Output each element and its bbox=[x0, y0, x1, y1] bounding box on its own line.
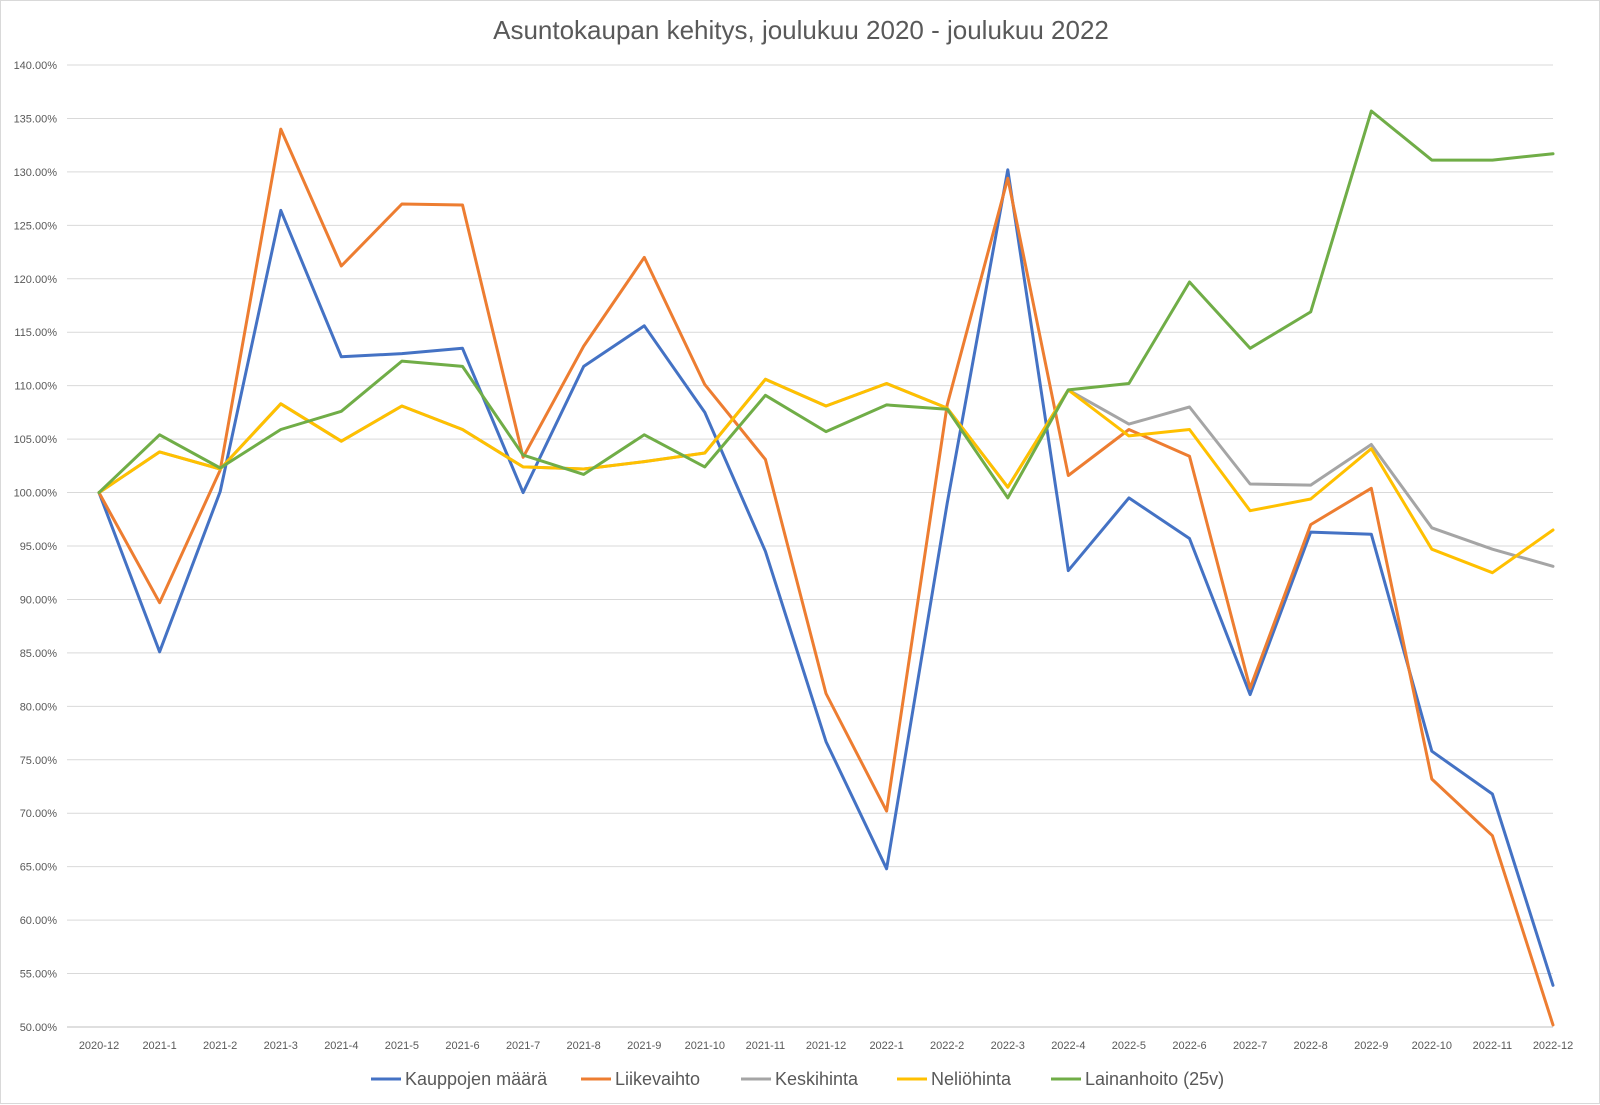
legend-item: Lainanhoito (25v) bbox=[1051, 1069, 1224, 1089]
legend-label: Liikevaihto bbox=[615, 1069, 700, 1089]
x-tick-label: 2020-12 bbox=[79, 1040, 119, 1052]
y-tick-label: 95.00% bbox=[20, 541, 58, 553]
x-tick-label: 2022-4 bbox=[1051, 1040, 1085, 1052]
x-tick-label: 2022-8 bbox=[1294, 1040, 1328, 1052]
series-lines bbox=[97, 109, 1555, 1027]
legend-item: Neliöhinta bbox=[897, 1069, 1012, 1089]
y-tick-label: 50.00% bbox=[20, 1022, 58, 1034]
legend-item: Liikevaihto bbox=[581, 1069, 700, 1089]
x-tick-label: 2021-4 bbox=[324, 1040, 358, 1052]
legend-label: Neliöhinta bbox=[931, 1069, 1012, 1089]
y-tick-label: 60.00% bbox=[20, 915, 58, 927]
y-tick-label: 55.00% bbox=[20, 969, 58, 981]
y-tick-label: 120.00% bbox=[14, 274, 58, 286]
x-tick-label: 2021-7 bbox=[506, 1040, 540, 1052]
y-tick-label: 85.00% bbox=[20, 648, 58, 660]
gridlines bbox=[67, 64, 1553, 1028]
x-tick-label: 2021-12 bbox=[806, 1040, 846, 1052]
x-tick-label: 2022-12 bbox=[1533, 1040, 1573, 1052]
y-tick-label: 135.00% bbox=[14, 113, 58, 125]
x-tick-label: 2022-2 bbox=[930, 1040, 964, 1052]
legend: Kauppojen määrä Liikevaihto Keskihinta Neli… bbox=[371, 1069, 1224, 1089]
y-tick-label: 125.00% bbox=[14, 220, 58, 232]
chart-title: Asuntokaupan kehitys, joulukuu 2020 - jo… bbox=[493, 15, 1109, 45]
y-tick-label: 100.00% bbox=[14, 488, 58, 500]
series-line-4 bbox=[97, 109, 1555, 500]
y-tick-label: 140.00% bbox=[14, 60, 58, 72]
legend-label: Kauppojen määrä bbox=[405, 1069, 548, 1089]
legend-item: Keskihinta bbox=[741, 1069, 859, 1089]
x-tick-label: 2021-3 bbox=[264, 1040, 298, 1052]
x-tick-label: 2022-3 bbox=[991, 1040, 1025, 1052]
x-tick-label: 2021-1 bbox=[142, 1040, 176, 1052]
x-tick-label: 2022-11 bbox=[1473, 1040, 1513, 1052]
x-tick-label: 2022-7 bbox=[1233, 1040, 1267, 1052]
y-tick-label: 75.00% bbox=[20, 755, 58, 767]
x-tick-label: 2022-9 bbox=[1354, 1040, 1388, 1052]
x-tick-label: 2021-10 bbox=[685, 1040, 725, 1052]
series-line-0 bbox=[97, 168, 1555, 987]
y-tick-label: 90.00% bbox=[20, 594, 58, 606]
x-tick-label: 2022-10 bbox=[1412, 1040, 1452, 1052]
series-line-1 bbox=[97, 127, 1555, 1027]
x-tick-label: 2021-8 bbox=[567, 1040, 601, 1052]
y-tick-label: 110.00% bbox=[14, 381, 57, 393]
x-tick-label: 2021-9 bbox=[627, 1040, 661, 1052]
y-tick-label: 80.00% bbox=[20, 701, 58, 713]
series-line-3 bbox=[97, 377, 1555, 575]
y-tick-label: 130.00% bbox=[14, 167, 58, 179]
legend-item: Kauppojen määrä bbox=[371, 1069, 548, 1089]
x-tick-label: 2022-1 bbox=[869, 1040, 903, 1052]
y-tick-label: 115.00% bbox=[14, 327, 57, 339]
y-axis-ticks: 50.00% 55.00% 60.00% 65.00% 70.00% 75.00% 80.0… bbox=[14, 60, 58, 1034]
x-tick-label: 2021-6 bbox=[445, 1040, 479, 1052]
x-tick-label: 2022-6 bbox=[1172, 1040, 1206, 1052]
x-tick-label: 2022-5 bbox=[1112, 1040, 1146, 1052]
x-tick-label: 2021-5 bbox=[385, 1040, 419, 1052]
x-axis-ticks: 2020-12 2021-1 2021-2 2021-3 2021-4 2021-5 202… bbox=[79, 1040, 1573, 1052]
y-tick-label: 65.00% bbox=[20, 862, 58, 874]
y-tick-label: 105.00% bbox=[14, 434, 58, 446]
legend-label: Keskihinta bbox=[775, 1069, 859, 1089]
x-tick-label: 2021-11 bbox=[746, 1040, 786, 1052]
x-tick-label: 2021-2 bbox=[203, 1040, 237, 1052]
legend-label: Lainanhoito (25v) bbox=[1085, 1069, 1224, 1089]
y-tick-label: 70.00% bbox=[20, 808, 58, 820]
